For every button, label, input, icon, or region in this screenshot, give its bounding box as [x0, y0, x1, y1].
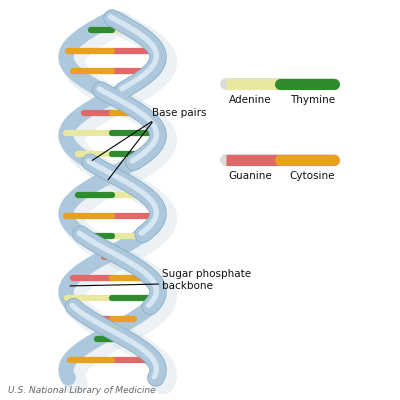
- Text: Sugar phosphate
backbone: Sugar phosphate backbone: [162, 269, 251, 291]
- Text: U.S. National Library of Medicine: U.S. National Library of Medicine: [8, 386, 156, 395]
- Text: Base pairs: Base pairs: [152, 108, 206, 118]
- Text: Thymine: Thymine: [290, 95, 335, 105]
- Text: Guanine: Guanine: [228, 171, 272, 181]
- Text: Cytosine: Cytosine: [290, 171, 335, 181]
- Text: Adenine: Adenine: [228, 95, 271, 105]
